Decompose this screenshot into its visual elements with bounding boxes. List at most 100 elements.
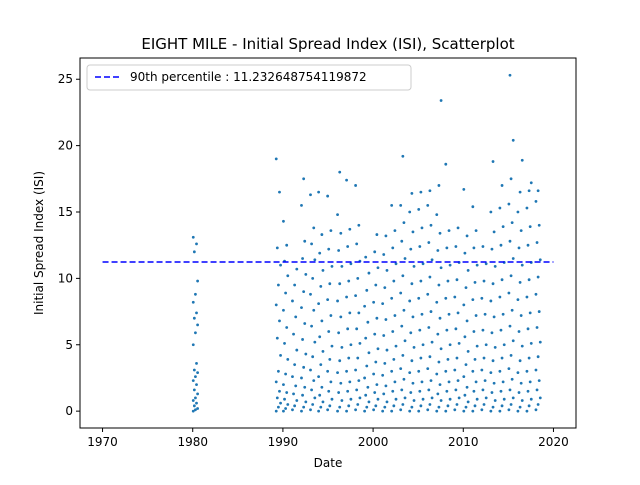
data-point [520, 344, 524, 348]
data-point [336, 213, 339, 217]
data-point [373, 391, 377, 394]
data-point [529, 342, 533, 345]
data-point [511, 339, 515, 343]
data-point [435, 213, 439, 217]
data-point [194, 331, 197, 335]
data-point [284, 372, 288, 376]
data-point [456, 311, 460, 315]
data-point [320, 385, 324, 389]
data-point [372, 372, 376, 376]
data-point [390, 369, 394, 373]
data-point [355, 327, 359, 331]
data-point [275, 246, 279, 250]
data-point [510, 221, 514, 225]
data-point [293, 283, 297, 287]
data-point [383, 361, 387, 365]
data-point [399, 291, 403, 295]
data-point [301, 257, 304, 260]
data-point [310, 324, 313, 328]
data-point [373, 332, 377, 336]
data-point [466, 269, 470, 272]
data-point [348, 380, 352, 384]
y-tick-label: 0 [65, 404, 73, 418]
data-point [390, 296, 394, 300]
data-point [195, 401, 198, 405]
data-point [511, 396, 515, 400]
data-point [439, 399, 443, 402]
data-point [319, 284, 323, 288]
data-point [319, 405, 323, 409]
data-point [401, 403, 405, 406]
data-point [283, 397, 286, 401]
data-point [420, 380, 424, 384]
data-point [357, 379, 361, 382]
data-point [491, 282, 495, 286]
x-tick-label: 1970 [87, 435, 118, 449]
data-point [191, 379, 195, 382]
data-point [421, 343, 425, 347]
data-point [318, 393, 322, 397]
data-point [471, 369, 475, 373]
data-point [385, 269, 389, 272]
data-point [363, 409, 367, 413]
data-point [354, 408, 357, 412]
data-point [417, 409, 421, 413]
data-point [430, 396, 434, 400]
data-point [438, 316, 442, 320]
legend: 90th percentile : 11.232648754119872 [86, 64, 412, 91]
data-point [464, 405, 468, 409]
data-point [329, 380, 333, 384]
data-point [346, 245, 350, 248]
data-point [192, 368, 196, 372]
data-point [292, 392, 295, 396]
data-point [286, 274, 290, 278]
data-point [447, 229, 451, 232]
data-point [328, 357, 332, 361]
data-point [491, 160, 495, 163]
data-point [492, 315, 496, 319]
data-point [294, 384, 298, 388]
data-point [536, 189, 540, 193]
data-point [447, 312, 451, 316]
data-point [196, 392, 200, 396]
data-point [518, 280, 522, 284]
data-point [329, 229, 333, 232]
data-point [509, 274, 513, 278]
data-point [427, 326, 431, 329]
data-point [317, 409, 321, 413]
data-point [311, 355, 315, 359]
data-point [337, 331, 341, 335]
data-point [527, 356, 531, 360]
data-point [279, 353, 282, 357]
data-point [466, 350, 470, 353]
data-point [412, 265, 416, 268]
data-point [420, 312, 424, 316]
data-point [482, 403, 486, 406]
data-point [326, 408, 330, 412]
data-point [291, 408, 294, 412]
data-point [480, 408, 484, 412]
data-point [192, 316, 196, 320]
data-point [376, 347, 380, 351]
data-point [535, 388, 539, 392]
data-point [489, 299, 493, 303]
data-point [527, 189, 531, 193]
data-point [357, 311, 361, 315]
data-point [367, 351, 371, 355]
data-point [392, 279, 396, 283]
data-point [534, 292, 538, 296]
data-point [382, 253, 386, 256]
data-point [275, 336, 279, 340]
data-point [507, 291, 511, 295]
data-point [510, 377, 514, 381]
data-point [490, 391, 494, 394]
data-point [410, 359, 414, 363]
data-point [381, 373, 385, 377]
data-point [520, 399, 524, 402]
data-point [390, 203, 394, 207]
data-point [519, 381, 523, 385]
data-point [356, 276, 360, 280]
data-point [317, 302, 321, 305]
data-point [518, 359, 522, 363]
data-point [366, 320, 370, 324]
